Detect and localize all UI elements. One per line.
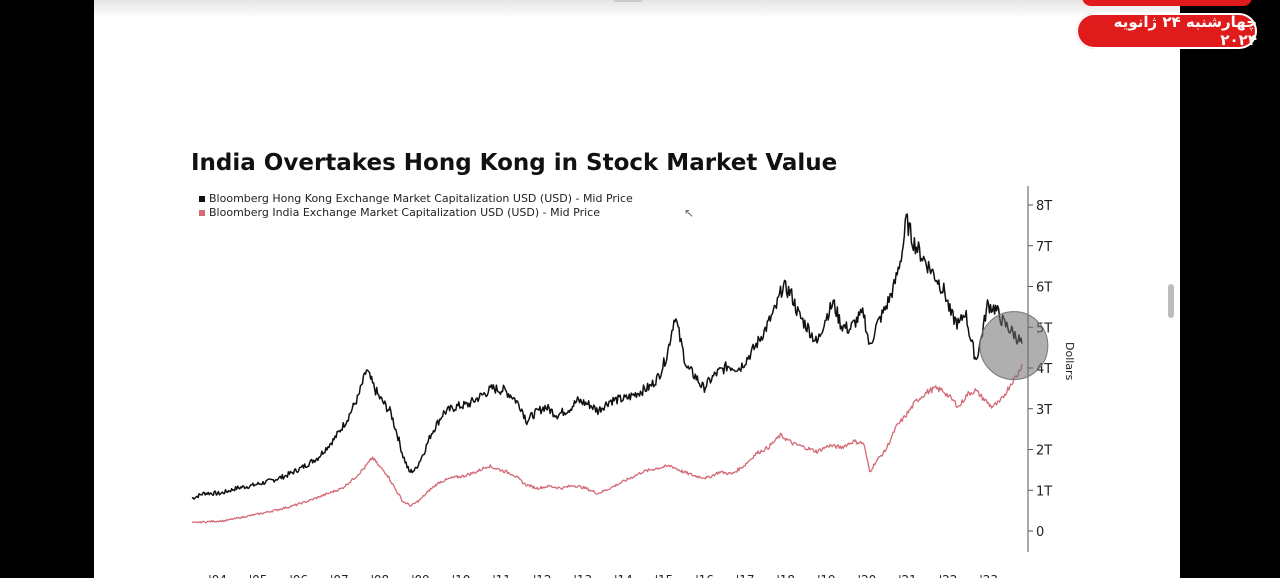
x-tick-label: '12 (533, 573, 552, 578)
x-tick-label: '21 (898, 573, 917, 578)
x-tick-label: '17 (736, 573, 755, 578)
legend-label-india: Bloomberg India Exchange Market Capitali… (209, 206, 600, 219)
chart-plot-area: 01T2T3T4T5T6T7T8TDollars'04'05'06'07'08'… (191, 186, 1076, 578)
x-tick-label: '09 (411, 573, 430, 578)
x-tick-label: '14 (614, 573, 633, 578)
y-axis-label: Dollars (1063, 342, 1076, 381)
highlight-circle (979, 311, 1049, 381)
y-tick-label: 8T (1036, 199, 1052, 214)
x-tick-label: '07 (330, 573, 349, 578)
date-badge: چهارشنبه ۲۴ ژانویه ۲۰۲۴ (1076, 13, 1257, 49)
x-tick-label: '23 (979, 573, 998, 578)
y-tick-label: 7T (1036, 240, 1052, 255)
top-bar-handle (614, 0, 642, 2)
legend-entry-hong-kong: Bloomberg Hong Kong Exchange Market Capi… (199, 192, 633, 206)
y-tick-label: 2T (1036, 444, 1052, 459)
x-tick-label: '05 (249, 573, 268, 578)
mouse-cursor-icon: ↖ (684, 206, 695, 220)
series-line-india (191, 363, 1023, 524)
scrollbar-thumb[interactable] (1168, 284, 1174, 318)
legend-label-hong-kong: Bloomberg Hong Kong Exchange Market Capi… (209, 192, 633, 205)
x-tick-label: '20 (858, 573, 877, 578)
x-tick-label: '10 (452, 573, 471, 578)
x-tick-label: '22 (939, 573, 958, 578)
chart-page: India Overtakes Hong Kong in Stock Marke… (94, 0, 1180, 578)
x-tick-label: '08 (371, 573, 390, 578)
series-line-hong-kong (191, 213, 1023, 500)
x-tick-label: '13 (574, 573, 593, 578)
x-tick-label: '06 (289, 573, 308, 578)
x-tick-label: '18 (776, 573, 795, 578)
x-tick-label: '11 (492, 573, 511, 578)
legend-swatch-india (199, 210, 205, 216)
x-tick-label: '04 (208, 573, 227, 578)
top-bar (94, 0, 1180, 18)
legend-entry-india: Bloomberg India Exchange Market Capitali… (199, 206, 633, 220)
badge-top-tab (1082, 0, 1252, 6)
y-tick-label: 0 (1036, 525, 1044, 540)
chart-title: India Overtakes Hong Kong in Stock Marke… (191, 150, 838, 176)
y-tick-label: 1T (1036, 484, 1052, 499)
x-tick-label: '19 (817, 573, 836, 578)
x-tick-label: '16 (695, 573, 714, 578)
x-tick-label: '15 (655, 573, 674, 578)
legend: Bloomberg Hong Kong Exchange Market Capi… (199, 192, 633, 220)
legend-swatch-hong-kong (199, 196, 205, 202)
y-tick-label: 3T (1036, 403, 1052, 418)
y-tick-label: 6T (1036, 281, 1052, 296)
